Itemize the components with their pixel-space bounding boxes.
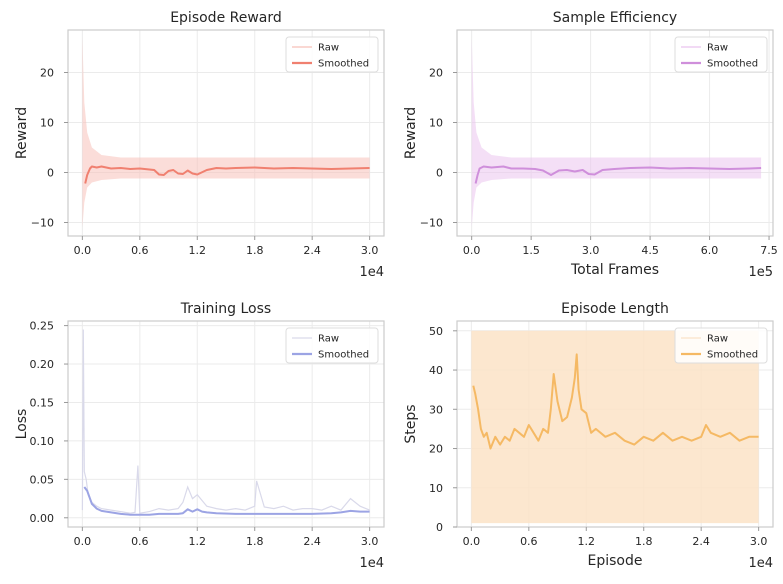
x-axis-label: Episode [588, 553, 643, 569]
smoothed-series-line [83, 486, 370, 516]
legend-label-raw: Raw [707, 43, 728, 54]
y-tick-label: 0 [47, 167, 54, 180]
x-axis-multiplier: 1e4 [359, 556, 384, 571]
smoothed-series-line [474, 165, 762, 184]
y-tick-label: 20 [429, 67, 443, 80]
legend-label-raw: Raw [318, 43, 339, 54]
legend: Raw Smoothed [285, 327, 379, 364]
legend-label-raw: Raw [318, 334, 339, 345]
y-axis-label: Reward [403, 107, 419, 159]
chart-title: Training Loss [180, 301, 271, 317]
x-tick-label: 2.4 [303, 244, 321, 257]
x-tick-label: 3.0 [361, 535, 379, 548]
x-axis-multiplier: 1e4 [359, 265, 384, 280]
x-tick-label: 0.6 [131, 244, 149, 257]
x-tick-label: 1.5 [522, 244, 540, 257]
chart-title: Episode Reward [170, 10, 282, 26]
x-tick-label: 1.8 [246, 244, 264, 257]
x-tick-label: 3.0 [582, 244, 600, 257]
axes-frame [67, 320, 385, 528]
x-tick-label: 0.0 [463, 535, 481, 548]
y-tick-label: 0.25 [30, 320, 55, 333]
y-tick-label: 0.10 [30, 435, 55, 448]
x-axis-multiplier: 1e5 [748, 265, 773, 280]
y-tick-label: 20 [40, 67, 54, 80]
y-tick-label: −10 [31, 217, 54, 230]
axes-frame [456, 320, 774, 528]
x-tick-label: 0.6 [131, 535, 149, 548]
x-axis-label: Total Frames [570, 262, 659, 278]
y-axis-label: Steps [403, 404, 419, 443]
x-tick-label: 7.5 [760, 244, 778, 257]
y-axis-label: Reward [14, 107, 30, 159]
legend: Raw Smoothed [674, 36, 768, 73]
smoothed-series-line [84, 165, 370, 184]
y-tick-label: 10 [40, 117, 54, 130]
y-tick-label: 40 [429, 364, 443, 377]
raw-series-band [471, 330, 759, 524]
legend-label-raw: Raw [707, 334, 728, 345]
x-tick-label: 2.4 [692, 535, 710, 548]
episode-length-panel: 0.0 0.6 1.2 1.8 2.4 3.0 0 10 20 30 40 50 Episode Len… [403, 301, 774, 571]
legend-label-smoothed: Smoothed [318, 350, 369, 361]
y-tick-label: 10 [429, 117, 443, 130]
y-tick-label: 0.20 [30, 358, 55, 371]
legend-label-smoothed: Smoothed [318, 59, 369, 70]
x-tick-label: 2.4 [303, 535, 321, 548]
x-tick-label: 1.2 [578, 535, 596, 548]
legend-label-smoothed: Smoothed [707, 350, 758, 361]
y-tick-label: 0.05 [30, 473, 55, 486]
smoothed-series-line [472, 353, 759, 450]
chart-title: Episode Length [561, 301, 669, 317]
x-tick-label: 0.0 [463, 244, 481, 257]
training-loss-panel: 0.0 0.6 1.2 1.8 2.4 3.0 0.00 0.05 0.10 0.15 0.20 0.… [14, 301, 385, 571]
y-tick-label: 30 [429, 403, 443, 416]
x-tick-label: 3.0 [361, 244, 379, 257]
y-tick-label: 0 [436, 167, 443, 180]
chart-title: Sample Efficiency [553, 10, 677, 26]
x-tick-label: 0.6 [520, 535, 538, 548]
y-tick-label: 0 [436, 521, 443, 534]
x-tick-label: 0.0 [74, 244, 92, 257]
sample-efficiency-panel: 0.0 1.5 3.0 4.5 6.0 7.5 −10 0 10 20 Sample Efficie… [403, 10, 778, 280]
y-tick-label: 20 [429, 443, 443, 456]
x-axis-multiplier: 1e4 [748, 556, 773, 571]
x-tick-label: 1.2 [189, 535, 207, 548]
x-tick-label: 1.2 [189, 244, 207, 257]
x-tick-label: 4.5 [641, 244, 659, 257]
legend-label-smoothed: Smoothed [707, 59, 758, 70]
y-axis-label: Loss [14, 409, 30, 440]
y-tick-label: 10 [429, 482, 443, 495]
axes-frame [67, 29, 385, 237]
x-tick-label: 1.8 [635, 535, 653, 548]
legend: Raw Smoothed [285, 36, 379, 73]
raw-series-line [81, 329, 370, 514]
x-tick-label: 0.0 [74, 535, 92, 548]
x-tick-label: 3.0 [750, 535, 768, 548]
y-tick-label: −10 [420, 217, 443, 230]
y-tick-label: 0.00 [30, 512, 55, 525]
x-tick-label: 1.8 [246, 535, 264, 548]
episode-reward-panel: 0.0 0.6 1.2 1.8 2.4 3.0 −10 0 10 20 Episode Reward… [14, 10, 385, 280]
y-tick-label: 50 [429, 325, 443, 338]
y-tick-label: 0.15 [30, 396, 55, 409]
x-tick-label: 6.0 [701, 244, 719, 257]
axes-frame [456, 29, 774, 237]
legend: Raw Smoothed [674, 327, 768, 364]
